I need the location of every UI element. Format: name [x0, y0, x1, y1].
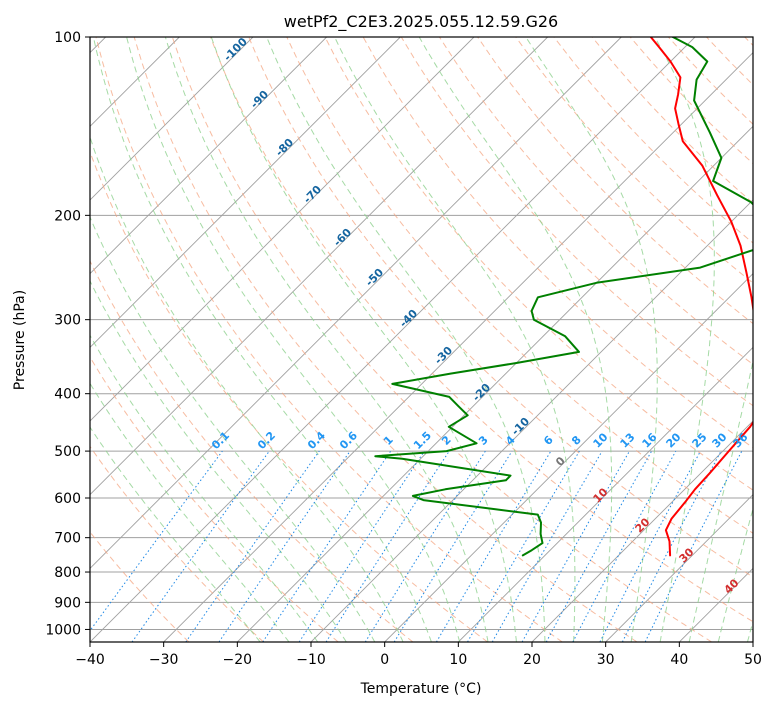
isotherm-line	[237, 125, 753, 642]
x-tick-label: −10	[296, 652, 326, 668]
moist-adiabat-line	[92, 37, 432, 642]
y-tick-label: 600	[54, 491, 81, 507]
moist-adiabat-line	[654, 37, 715, 642]
dry-adiabat-line	[248, 37, 753, 578]
moist-adiabat-line	[90, 215, 376, 642]
isotherm-line	[90, 37, 696, 642]
mixing-ratio-line	[90, 450, 223, 632]
dry-adiabat-line	[210, 37, 753, 623]
x-axis-ticks: −40 −30 −20 −10 0 10 20 30 40 50	[75, 642, 762, 668]
dry-adiabat-line	[286, 37, 753, 534]
moist-adiabat-line	[525, 37, 658, 642]
profile-series	[374, 37, 753, 557]
moist-adiabat-line	[418, 37, 613, 642]
y-tick-label: 800	[54, 565, 81, 581]
dry-adiabat-line	[90, 259, 414, 642]
isotherm-line	[90, 37, 475, 422]
mixing-ratio-line	[298, 450, 425, 642]
isotherm-line	[531, 420, 753, 642]
x-tick-label: 20	[523, 652, 541, 668]
dry-adiabat-line	[90, 356, 339, 642]
dry-adiabat-line	[515, 37, 753, 284]
isotherm-line	[90, 37, 548, 496]
dry-adiabat-line	[171, 37, 712, 642]
plot-frame	[89, 36, 754, 643]
moist-adiabat-line	[90, 135, 404, 642]
isotherm-line	[605, 494, 753, 642]
dry-adiabat-line	[90, 445, 264, 642]
mixing-ratio-line	[393, 450, 513, 642]
isotherm-line	[384, 273, 753, 642]
mixing-ratio-line	[218, 450, 351, 642]
moist-adiabat-lines	[90, 37, 753, 642]
y-tick-label: 300	[54, 313, 81, 329]
isotherm-line	[163, 52, 753, 642]
moist-adiabat-line	[210, 37, 517, 642]
moist-adiabat-line	[164, 37, 489, 642]
y-tick-label: 900	[54, 595, 81, 611]
chart-title: wetPf2_C2E3.2025.055.12.59.G26	[284, 12, 558, 32]
mixing-ratio-lines	[90, 450, 743, 642]
mixing-ratio-line	[131, 450, 270, 642]
temperature-line	[649, 37, 753, 557]
y-tick-label: 500	[54, 444, 81, 460]
mixing-ratio-line	[185, 450, 320, 642]
mixing-ratio-line	[521, 450, 630, 642]
y-tick-label: 200	[54, 208, 81, 224]
dry-adiabat-line	[95, 37, 563, 642]
y-tick-label: 400	[54, 387, 81, 403]
mixing-ratio-line	[262, 450, 392, 642]
moist-adiabat-line	[126, 37, 461, 642]
dry-adiabat-line	[324, 37, 753, 491]
dry-adiabat-lines	[90, 37, 753, 642]
isotherm-line	[90, 37, 254, 201]
y-tick-label: 100	[54, 30, 81, 46]
isotherm-line	[458, 346, 753, 642]
x-tick-label: −40	[75, 652, 105, 668]
moist-adiabat-line	[266, 37, 546, 642]
mixing-ratio-line	[644, 450, 743, 642]
x-tick-label: 30	[597, 652, 615, 668]
isotherm-line	[90, 37, 401, 348]
isotherm-lines	[90, 37, 753, 642]
mixing-ratio-line	[545, 450, 653, 642]
moist-adiabat-line	[90, 382, 290, 642]
y-tick-label: 700	[54, 531, 81, 547]
isotherm-line	[90, 37, 327, 275]
isotherm-line	[90, 37, 622, 569]
isobar-lines	[90, 37, 753, 630]
mixing-ratio-line	[572, 450, 677, 642]
y-axis-title: Pressure (hPa)	[12, 290, 28, 390]
y-tick-label: 1000	[45, 622, 81, 638]
mixing-ratio-line	[325, 450, 450, 642]
moist-adiabat-line	[688, 358, 753, 642]
y-axis-ticks: 1000 900 800 700 600 500 400 300 200 100	[45, 30, 90, 638]
x-tick-label: 40	[670, 652, 688, 668]
x-tick-label: −20	[223, 652, 253, 668]
x-axis-title: Temperature (°C)	[360, 681, 482, 697]
x-tick-label: −30	[149, 652, 179, 668]
moist-adiabat-line	[90, 334, 319, 642]
x-tick-label: 0	[380, 652, 389, 668]
x-tick-label: 10	[449, 652, 467, 668]
moist-adiabat-line	[334, 37, 576, 642]
moist-adiabat-line	[90, 426, 261, 642]
moist-adiabat-line	[717, 506, 753, 642]
plot-area: -100-90-80-70-60-50-40-30-20-100.1 0.2 0.4…	[90, 37, 753, 642]
dewpoint-line	[374, 37, 753, 557]
x-tick-label: 50	[744, 652, 762, 668]
